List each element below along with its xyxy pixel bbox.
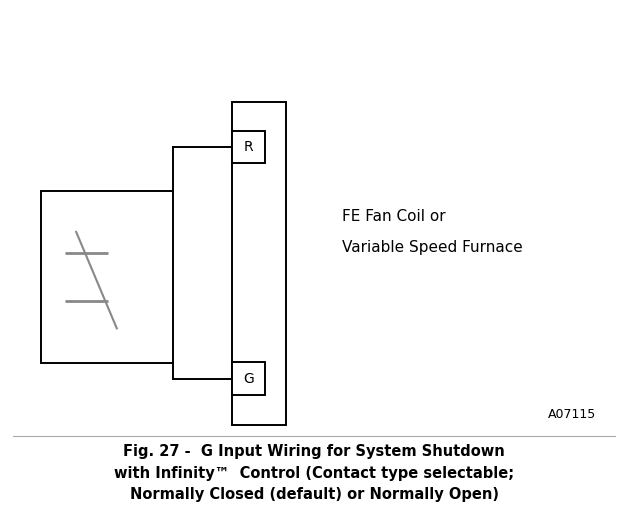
- Bar: [41, 191, 173, 363]
- Text: Variable Speed Furnace: Variable Speed Furnace: [342, 241, 523, 255]
- Text: G: G: [243, 372, 254, 386]
- Text: R: R: [244, 140, 254, 154]
- Bar: [232, 131, 265, 163]
- Text: Normally Closed (default) or Normally Open): Normally Closed (default) or Normally Op…: [129, 488, 499, 502]
- Text: FE Fan Coil or: FE Fan Coil or: [342, 209, 446, 224]
- Text: Fig. 27 -  G Input Wiring for System Shutdown: Fig. 27 - G Input Wiring for System Shut…: [123, 444, 505, 459]
- Text: A07115: A07115: [548, 409, 597, 421]
- Bar: [232, 362, 265, 395]
- Text: with Infinity™  Control (Contact type selectable;: with Infinity™ Control (Contact type sel…: [114, 467, 514, 481]
- Bar: [232, 102, 286, 425]
